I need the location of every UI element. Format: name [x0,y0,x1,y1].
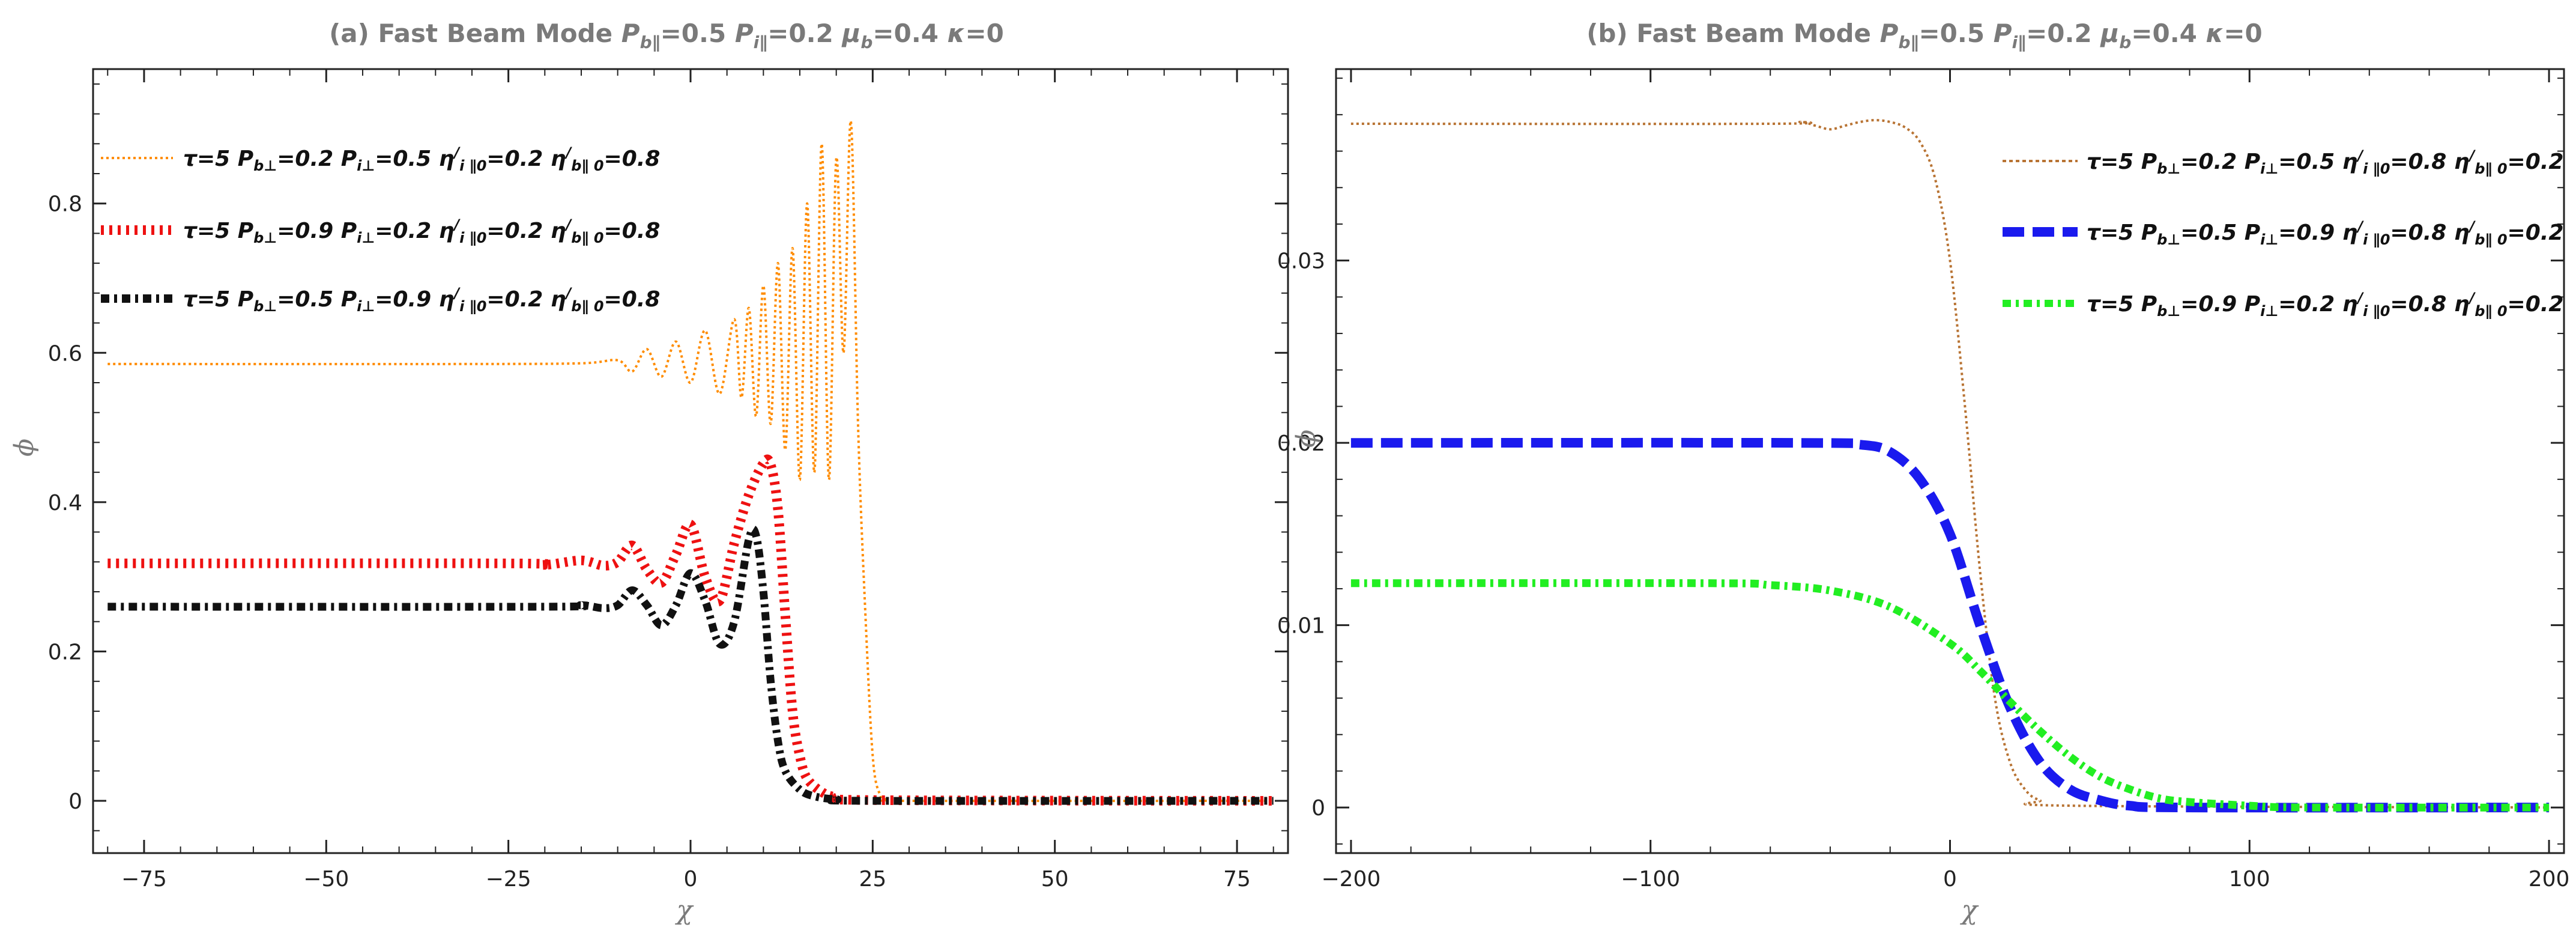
panel-b-legend [2003,160,2078,307]
ytick-label-b-3: 0.03 [1277,249,1325,274]
panel-b-axes: −200 −100 0 100 200 0 0.01 0.02 0.03 [1277,69,2570,892]
legend-label-b-1: τ=5 Pb⊥=0.2 Pi⊥=0.5 η/i ∥0=0.8 η/b∥ 0=0.… [2087,147,2563,177]
panel-a-xlabel: χ [675,895,694,926]
ytick-label-a-4: 0.8 [48,192,82,217]
xtick-label-b-3: 100 [2229,867,2270,892]
panel-b-xlabel: χ [1960,895,1979,926]
series-line-a-2 [107,454,1274,806]
series-line-b-1 [1350,119,2550,809]
xtick-label-b-1: −100 [1621,867,1680,892]
xtick-label-a-4: 25 [859,867,886,892]
legend-label-a-1: τ=5 Pb⊥=0.2 Pi⊥=0.5 η/i ∥0=0.2 η/b∥ 0=0.… [183,144,660,174]
legend-label-a-2: τ=5 Pb⊥=0.9 Pi⊥=0.2 η/i ∥0=0.2 η/b∥ 0=0.… [183,216,660,246]
panel-a-ylabel: ϕ [9,439,40,457]
ytick-label-a-1: 0.2 [48,640,82,664]
panel-b-frame [1335,68,2565,854]
xtick-label-a-2: −25 [486,867,531,892]
ytick-label-b-0: 0 [1311,796,1325,821]
xtick-label-b-2: 0 [1943,867,1957,892]
panel-b-title: (b) Fast Beam Mode Pb∥=0.5 Pi∥=0.2 μb=0.… [1586,19,2263,52]
ytick-label-b-2: 0.02 [1277,431,1325,456]
panel-a-title: (a) Fast Beam Mode Pb∥=0.5 Pi∥=0.2 μb=0.… [329,19,1004,52]
series-line-a-3 [107,525,1274,805]
series-line-b-3 [1350,579,2550,812]
legend-label-a-3: τ=5 Pb⊥=0.5 Pi⊥=0.9 η/i ∥0=0.2 η/b∥ 0=0.… [183,285,660,315]
xtick-label-b-4: 200 [2529,867,2570,892]
xtick-label-a-6: 75 [1223,867,1251,892]
series-line-b-2 [1350,437,2550,813]
ytick-label-b-1: 0.01 [1277,614,1325,639]
panel-a-axes: −75 −50 −25 0 25 50 75 0 0.2 0.4 0.6 0.8 [48,69,1288,892]
xtick-label-a-1: −50 [303,867,349,892]
xtick-label-b-0: −200 [1321,867,1380,892]
panel-a-series [107,120,1274,806]
panel-b: (b) Fast Beam Mode Pb∥=0.5 Pi∥=0.2 μb=0.… [1277,19,2570,926]
panel-a-legend [101,157,173,303]
xtick-label-a-5: 50 [1041,867,1069,892]
panel-a-frame [92,68,1289,854]
legend-label-b-2: τ=5 Pb⊥=0.5 Pi⊥=0.9 η/i ∥0=0.8 η/b∥ 0=0.… [2087,218,2563,248]
xtick-label-a-3: 0 [684,867,698,892]
ytick-label-a-0: 0 [68,789,82,814]
ytick-label-a-3: 0.6 [48,341,82,366]
series-line-a-1 [107,120,1274,803]
panel-a: (a) Fast Beam Mode Pb∥=0.5 Pi∥=0.2 μb=0.… [9,19,1289,926]
panel-b-series [1350,119,2550,813]
panel-b-ylabel: ϕ [1291,430,1322,448]
ytick-label-a-2: 0.4 [48,491,82,515]
legend-label-b-3: τ=5 Pb⊥=0.9 Pi⊥=0.2 η/i ∥0=0.8 η/b∥ 0=0.… [2087,290,2563,320]
xtick-label-a-0: −75 [121,867,167,892]
